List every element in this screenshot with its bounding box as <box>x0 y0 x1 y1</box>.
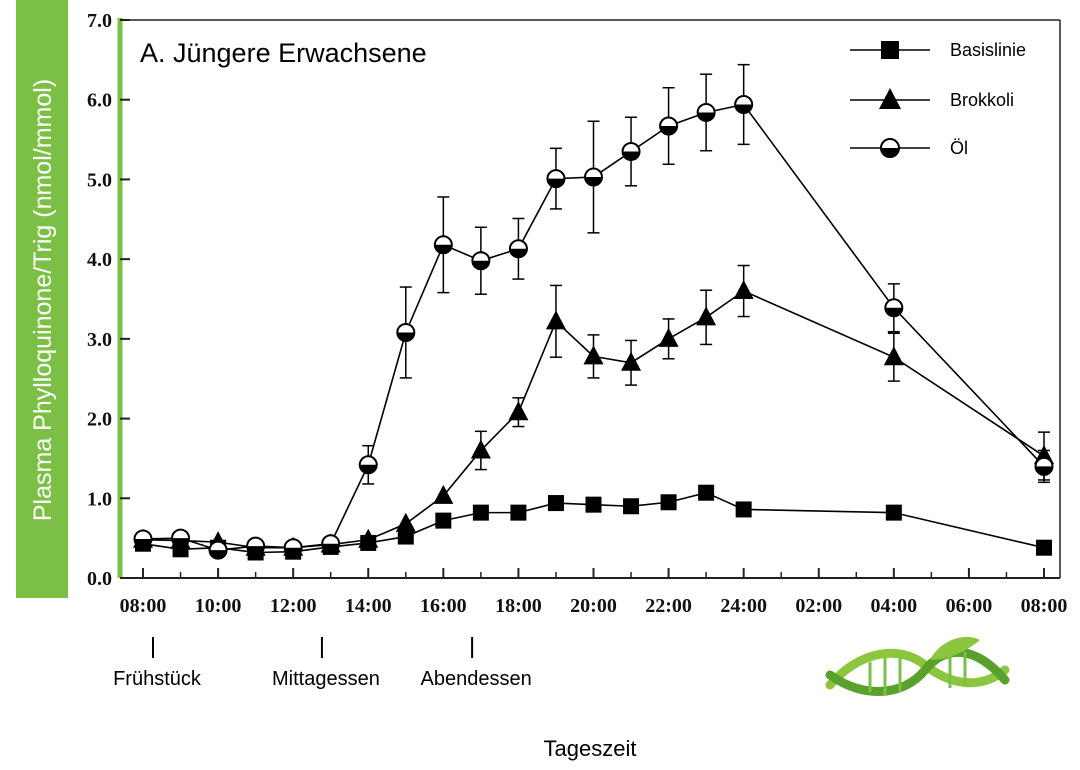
data-point-triangle <box>545 310 566 330</box>
data-point-square <box>547 495 564 512</box>
data-point-triangle <box>583 345 604 365</box>
legend: Basislinie Brokkoli Öl <box>850 40 1026 158</box>
data-point-circle-fill <box>885 307 903 317</box>
y-tick-label: 4.0 <box>87 249 112 271</box>
legend-circle-marker-fill <box>881 148 899 157</box>
legend-label-brokkoli: Brokkoli <box>950 90 1014 110</box>
data-point-square <box>735 501 752 518</box>
error-bars <box>362 63 1050 485</box>
data-point-triangle <box>433 484 454 504</box>
data-point-circle-fill <box>585 177 602 186</box>
data-point-circle-fill <box>134 538 152 548</box>
y-tick-label: 3.0 <box>87 329 112 351</box>
data-point-triangle <box>883 346 904 366</box>
data-point-triangle <box>696 306 717 326</box>
x-tick-label: 08:00 <box>1021 595 1068 617</box>
x-tick-label: 12:00 <box>270 595 317 617</box>
meal-annotations: Frühstück Mittagessen Abendessen <box>113 637 532 690</box>
data-point-square <box>435 512 452 529</box>
data-point-circle-fill <box>509 248 527 258</box>
x-tick-label: 06:00 <box>946 595 993 617</box>
data-point-circle-fill <box>735 104 753 113</box>
data-point-circle-fill <box>472 260 490 270</box>
annotation-label: Frühstück <box>113 668 202 690</box>
data-point-circle-fill <box>209 550 227 559</box>
x-tick-label: 20:00 <box>570 595 617 617</box>
data-point-circle-fill <box>359 464 377 474</box>
x-tick-label: 24:00 <box>720 595 767 617</box>
x-tick-label: 18:00 <box>495 595 542 617</box>
data-point-circle-fill <box>660 126 678 135</box>
x-tick-label: 16:00 <box>420 595 467 617</box>
y-tick-label: 5.0 <box>87 169 112 191</box>
data-point-circle-fill <box>397 332 415 341</box>
annotation-label: Mittagessen <box>272 668 380 690</box>
data-point-triangle <box>470 439 491 459</box>
data-point-circle-fill <box>172 538 190 547</box>
series-markers <box>133 94 1054 561</box>
data-point-square <box>585 496 602 513</box>
legend-item-brokkoli: Brokkoli <box>850 88 1014 110</box>
legend-triangle-marker <box>879 88 901 109</box>
y-tick-label: 2.0 <box>87 409 112 431</box>
legend-label-basislinie: Basislinie <box>950 40 1026 60</box>
data-point-square <box>698 484 715 501</box>
data-point-circle-fill <box>622 151 640 161</box>
data-point-triangle <box>733 280 754 300</box>
data-point-triangle <box>621 351 642 371</box>
data-point-circle-fill <box>322 543 340 553</box>
legend-label-oel: Öl <box>950 138 968 158</box>
data-point-circle-fill <box>247 546 265 555</box>
x-tick-label: 04:00 <box>870 595 917 617</box>
data-point-square <box>472 504 489 521</box>
x-tick-label: 08:00 <box>120 595 167 617</box>
y-tick-label: 0.0 <box>87 568 112 590</box>
legend-item-basislinie: Basislinie <box>850 40 1026 60</box>
legend-square-marker <box>881 41 899 59</box>
data-point-circle-fill <box>547 178 565 188</box>
data-point-square <box>397 528 414 545</box>
annotation-label: Abendessen <box>421 668 532 690</box>
y-tick-label: 6.0 <box>87 90 112 112</box>
data-point-square <box>623 498 640 515</box>
y-axis-label: Plasma Phylloquinone/Trig (nmol/mmol) <box>29 79 57 521</box>
x-axis-label: Tageszeit <box>544 736 637 761</box>
data-point-triangle <box>358 528 379 548</box>
dna-leaf-logo <box>825 636 1010 696</box>
x-tick-label: 22:00 <box>645 595 692 617</box>
x-tick-label: 14:00 <box>345 595 392 617</box>
x-tick-label: 02:00 <box>795 595 842 617</box>
legend-item-oel: Öl <box>850 138 968 158</box>
y-tick-label: 7.0 <box>87 10 112 32</box>
y-tick-label: 1.0 <box>87 488 112 510</box>
data-point-circle-fill <box>284 547 302 557</box>
data-point-triangle <box>658 327 679 347</box>
data-point-circle-fill <box>1035 466 1053 475</box>
data-point-square <box>660 494 677 511</box>
data-point-square <box>885 504 902 521</box>
data-point-circle-fill <box>434 244 452 254</box>
data-point-circle-fill <box>697 112 715 121</box>
data-point-triangle <box>508 401 529 421</box>
data-point-triangle <box>395 512 416 532</box>
y-axis-label-band <box>16 0 68 598</box>
y-ticks: 0.0 1.0 2.0 3.0 4.0 5.0 6.0 7.0 <box>87 10 130 590</box>
x-ticks: 08:00 10:00 12:00 14:00 16:00 18:00 20:00 22:00… <box>120 568 1068 617</box>
chart-title: A. Jüngere Erwachsene <box>140 38 427 68</box>
data-point-square <box>1036 539 1052 556</box>
x-tick-label: 10:00 <box>195 595 242 617</box>
data-point-square <box>510 504 527 521</box>
